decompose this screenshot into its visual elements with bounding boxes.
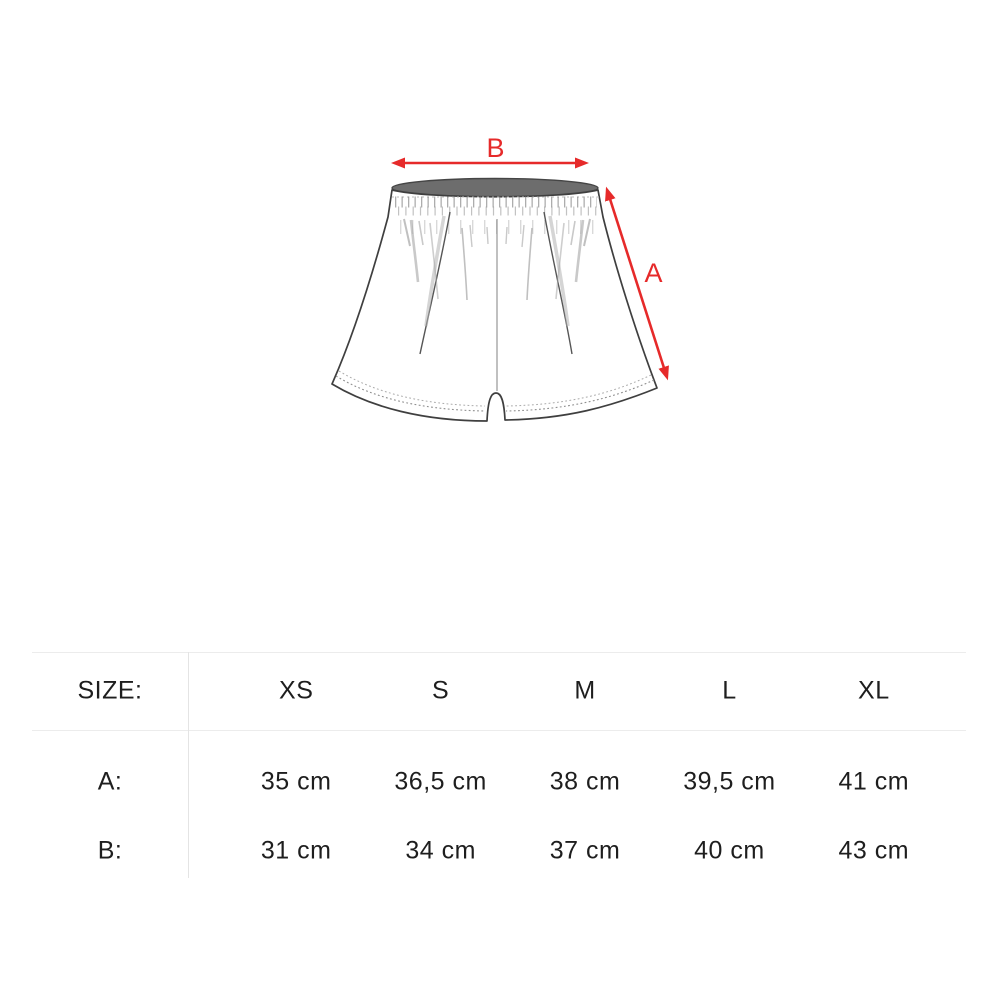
table-row-b: B: 31 cm 34 cm 37 cm 40 cm 43 cm: [0, 817, 1000, 885]
b-value-m: 37 cm: [549, 836, 621, 865]
b-value-xs: 31 cm: [260, 836, 332, 865]
size-col-m: M: [574, 676, 596, 705]
size-col-l: L: [722, 676, 737, 705]
a-value-m: 38 cm: [549, 767, 621, 796]
table-column-divider: [188, 652, 189, 878]
left-pleat-shadow: [424, 215, 446, 327]
dimension-arrow-a: [605, 186, 669, 381]
table-header-border: [32, 730, 966, 731]
left-pleat-line: [419, 211, 451, 355]
a-value-s: 36,5 cm: [394, 767, 487, 796]
right-pleat-line: [543, 211, 573, 355]
right-pleat-shadow: [548, 215, 570, 327]
size-col-xs: XS: [279, 676, 314, 705]
a-value-xl: 41 cm: [838, 767, 910, 796]
gather-shading: [403, 218, 591, 301]
table-header-row: SIZE: XS S M L XL: [0, 652, 1000, 730]
size-header-label: SIZE:: [77, 676, 143, 705]
size-col-s: S: [432, 676, 450, 705]
dimension-label-a: A: [644, 258, 663, 288]
dimension-label-b: B: [486, 133, 505, 163]
size-col-xl: XL: [858, 676, 890, 705]
b-value-xl: 43 cm: [838, 836, 910, 865]
hem-stitch-lines: [335, 370, 655, 412]
shorts-body-outline: [331, 189, 658, 422]
table-row-a: A: 35 cm 36,5 cm 38 cm 39,5 cm 41 cm: [0, 748, 1000, 816]
a-value-xs: 35 cm: [260, 767, 332, 796]
table-top-border: [32, 652, 966, 653]
b-value-l: 40 cm: [694, 836, 765, 865]
row-b-label: B:: [97, 836, 123, 865]
shorts-illustration: B A: [331, 133, 669, 422]
row-a-label: A:: [97, 767, 123, 796]
a-value-l: 39,5 cm: [683, 767, 776, 796]
b-value-s: 34 cm: [405, 836, 476, 865]
